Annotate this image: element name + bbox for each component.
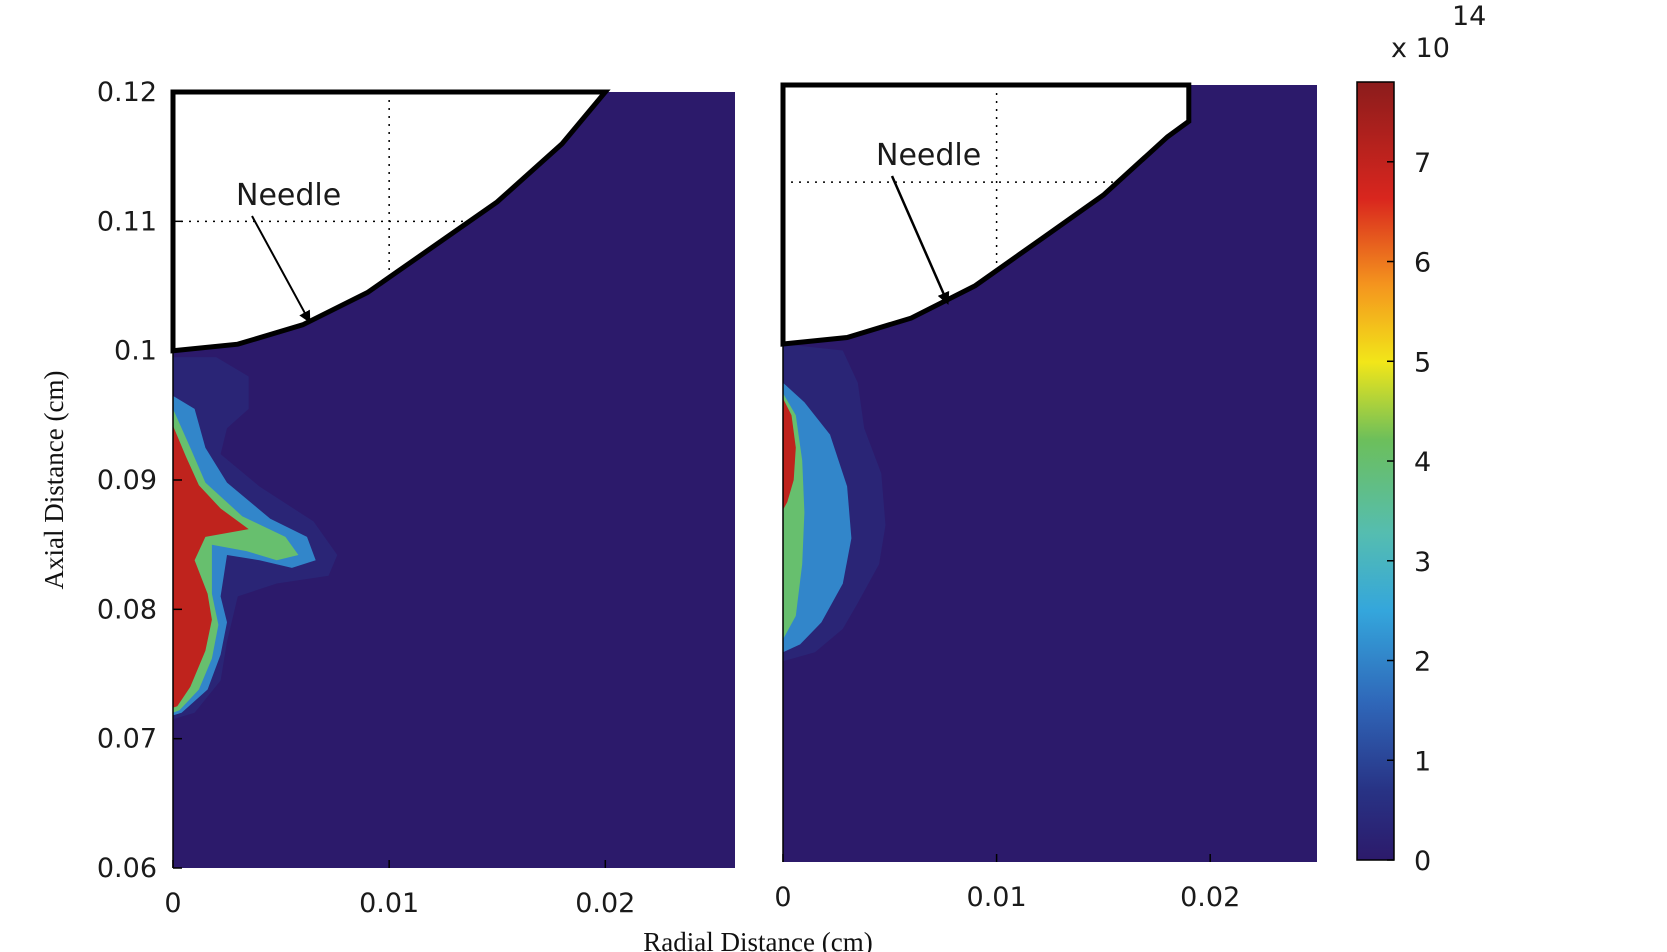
colorbar-tick-label: 2 (1414, 647, 1431, 678)
colorbar-tick-label: 1 (1414, 746, 1431, 777)
colorbar-gradient (1356, 81, 1395, 861)
left-needle-label: Needle (236, 178, 341, 213)
colorbar-multiplier-base: x 10 (1391, 33, 1450, 64)
right-needle-arrow (890, 175, 950, 305)
y-tick-label: 0.12 (97, 77, 157, 108)
left-needle-arrow (251, 215, 311, 324)
colorbar-ticks: 0 1 2 3 4 5 6 7 (1387, 148, 1431, 877)
y-tick-label: 0.11 (97, 206, 157, 237)
x-axis-label: Radial Distance (cm) (643, 927, 872, 952)
y-tick-label: 0.06 (97, 853, 157, 884)
left-field-contours (173, 357, 338, 720)
left-x-tick-label: 0 (164, 888, 181, 919)
colorbar-tick-label: 6 (1414, 248, 1431, 279)
right-needle-shape (780, 82, 1192, 347)
y-tick-label: 0.09 (97, 465, 157, 496)
y-tick-label: 0.08 (97, 594, 157, 625)
y-tick-label: 0.1 (114, 336, 157, 367)
right-panel: 0 0.01 0.02 Needle (774, 82, 1317, 913)
left-grid (173, 91, 606, 278)
y-tick-label: 0.07 (97, 724, 157, 755)
right-field-contours (783, 344, 886, 662)
right-x-tick-label: 0 (774, 882, 791, 913)
colorbar-tick-label: 4 (1414, 447, 1431, 478)
colorbar-tick-label: 0 (1414, 846, 1431, 877)
left-contour-level-3 (173, 425, 249, 708)
colorbar-multiplier-exponent: 14 (1452, 1, 1486, 32)
right-x-tick-label: 0.01 (967, 882, 1027, 913)
right-axis-ticks: 0 0.01 0.02 (774, 854, 1240, 913)
left-axis-ticks: 0 0.01 0.02 0.06 0.07 0.08 0.09 0.1 0.11 0.12 (97, 77, 635, 919)
right-needle-label: Needle (876, 138, 981, 173)
y-axis-label: Axial Distance (cm) (39, 371, 69, 590)
colorbar-tick-label: 5 (1414, 347, 1431, 378)
left-x-tick-label: 0.01 (359, 888, 419, 919)
right-contour-level-3 (783, 398, 796, 510)
right-x-tick-label: 0.02 (1180, 882, 1240, 913)
colorbar: 0 1 2 3 4 5 6 7 x 10 14 (1356, 1, 1486, 877)
colorbar-tick-label: 7 (1414, 148, 1431, 179)
left-x-tick-label: 0.02 (575, 888, 635, 919)
colorbar-tick-label: 3 (1414, 547, 1431, 578)
left-panel: 0 0.01 0.02 0.06 0.07 0.08 0.09 0.1 0.11 0.12 Nee… (97, 77, 735, 919)
